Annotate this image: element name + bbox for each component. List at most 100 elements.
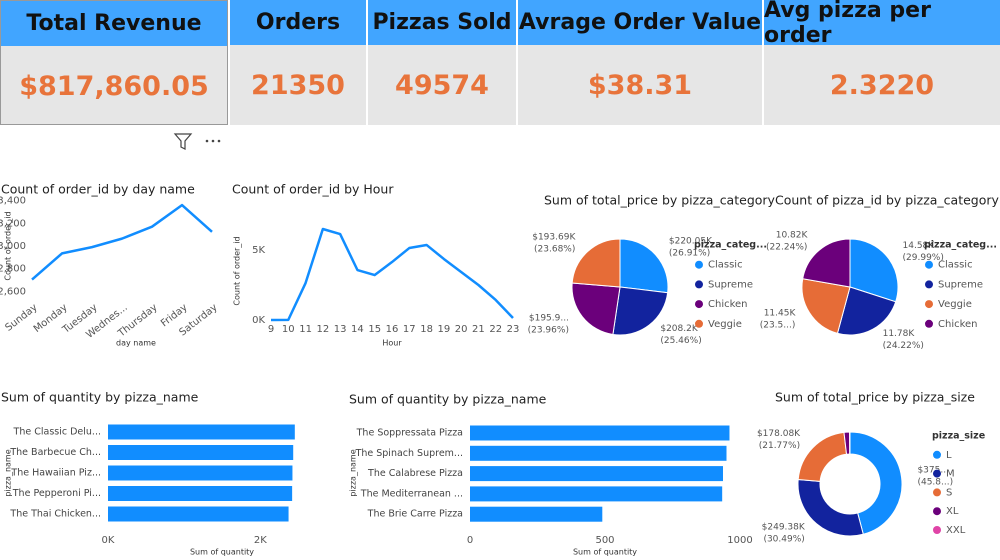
filter-icon[interactable]	[173, 133, 193, 150]
kpi-value: 21350	[251, 69, 345, 101]
y-tick-label: The Brie Carre Pizza	[367, 509, 463, 520]
data-label: (22.24%)	[766, 243, 807, 253]
slice	[571, 282, 621, 336]
legend-label: Classic	[708, 260, 743, 271]
kpi-title: Total Revenue	[1, 1, 227, 46]
legend-title: pizza_categ...	[924, 240, 997, 251]
data-label: $220.05K	[669, 237, 713, 247]
chart-title: Count of pizza_id by pizza_category	[775, 193, 1000, 208]
x-axis-title: day name	[116, 339, 156, 348]
legend-marker	[925, 280, 933, 289]
kpi-value: 2.3220	[829, 69, 935, 101]
bar	[470, 466, 723, 482]
y-tick-label: 3,200	[0, 218, 26, 229]
legend-marker	[933, 507, 941, 516]
legend-label: Chicken	[708, 299, 748, 310]
chart-title: Sum of total_price by pizza_size	[775, 390, 975, 405]
kpi-card[interactable]: Total Revenue $817,860.05	[0, 0, 228, 125]
chart-title: Count of order_id by Hour	[232, 182, 394, 197]
bar	[108, 465, 293, 481]
x-tick-label: 2K	[254, 535, 267, 546]
x-axis-title: Sum of quantity	[190, 548, 254, 557]
legend-marker	[933, 488, 941, 497]
chart-title: Sum of total_price by pizza_category	[544, 193, 776, 208]
y-tick-label: 0K	[252, 315, 265, 326]
legend-label: Veggie	[708, 319, 742, 330]
x-tick-label: 22	[489, 324, 502, 335]
data-label: 14.58K	[903, 241, 936, 251]
x-tick-label: 500	[595, 535, 614, 546]
kpi-card[interactable]: Orders 21350	[230, 0, 366, 125]
data-label: $193.69K	[532, 232, 576, 242]
legend-marker	[925, 319, 933, 328]
legend-marker	[695, 300, 703, 309]
line	[31, 203, 213, 281]
legend-title: pizza_size	[932, 431, 985, 442]
y-tick-label: 3,400	[0, 196, 26, 207]
kpi-title: Avg pizza per order	[764, 0, 1000, 48]
kpi-card[interactable]: Pizzas Sold 49574	[368, 0, 516, 125]
y-axis-title: Count of order_id	[4, 211, 13, 280]
kpi-card[interactable]: Avg pizza per order 2.3220	[764, 0, 1000, 125]
data-label: $375...	[917, 465, 949, 475]
data-label: (25.46%)	[660, 336, 701, 346]
slice	[849, 431, 903, 535]
x-tick-label: 11	[299, 324, 312, 335]
more-options[interactable]	[205, 139, 221, 143]
y-tick-label: The Calabrese Pizza	[367, 468, 463, 479]
data-label: (21.77%)	[759, 441, 800, 451]
data-label: $195.9...	[529, 314, 569, 324]
kpi-value: $817,860.05	[19, 70, 209, 102]
y-tick-label: The Classic Delu...	[13, 427, 101, 438]
line	[270, 227, 514, 322]
y-axis-title: pizza_name	[349, 449, 358, 496]
y-tick-label: The Pepperoni Pi...	[12, 488, 101, 499]
bar	[470, 425, 730, 441]
slice	[802, 238, 851, 288]
chart-title: Sum of quantity by pizza_name	[349, 392, 547, 407]
y-tick-label: The Hawaiian Piz...	[10, 468, 101, 479]
x-tick-label: 20	[455, 324, 468, 335]
bar	[470, 445, 727, 461]
y-tick-label: The Barbecue Ch...	[9, 447, 101, 458]
x-tick-label: 14	[351, 324, 364, 335]
data-label: $249.38K	[762, 522, 806, 532]
legend-marker	[933, 450, 941, 459]
legend-label: M	[946, 469, 955, 480]
slice	[612, 286, 669, 336]
y-tick-label: 5K	[252, 245, 265, 256]
legend-label: Classic	[938, 260, 973, 271]
x-tick-label: 17	[403, 324, 416, 335]
data-label: $178.08K	[757, 429, 801, 439]
y-tick-label: The Thai Chicken...	[9, 509, 101, 520]
slice	[849, 238, 899, 303]
legend-title: pizza_categ...	[694, 240, 767, 251]
x-tick-label: 13	[334, 324, 347, 335]
data-label: $208.2K	[660, 324, 698, 334]
kpi-value: 49574	[395, 69, 489, 101]
x-tick-label: 12	[316, 324, 329, 335]
x-tick-label: 16	[386, 324, 399, 335]
y-tick-label: The Spinach Suprem...	[355, 448, 463, 459]
y-axis-title: Count of order_id	[233, 236, 242, 305]
legend-marker	[695, 260, 703, 269]
slice	[836, 286, 897, 336]
legend-label: Supreme	[708, 279, 753, 290]
data-label: (30.49%)	[763, 534, 804, 544]
legend-marker	[695, 280, 703, 289]
legend-marker	[925, 300, 933, 309]
kpi-card[interactable]: Avrage Order Value $38.31	[518, 0, 762, 125]
x-tick-label: 1000	[727, 535, 752, 546]
data-label: (23.96%)	[528, 326, 569, 336]
x-tick-label: 15	[368, 324, 381, 335]
legend-label: L	[946, 450, 952, 461]
y-tick-label: 3,000	[0, 241, 26, 252]
bar	[470, 506, 603, 522]
x-tick-label: 10	[282, 324, 295, 335]
data-label: (23.5...)	[760, 321, 796, 331]
data-label: (29.99%)	[903, 253, 944, 263]
legend-label: Supreme	[938, 279, 983, 290]
x-tick-label: 23	[507, 324, 520, 335]
y-tick-label: The Mediterranean ...	[360, 488, 463, 499]
